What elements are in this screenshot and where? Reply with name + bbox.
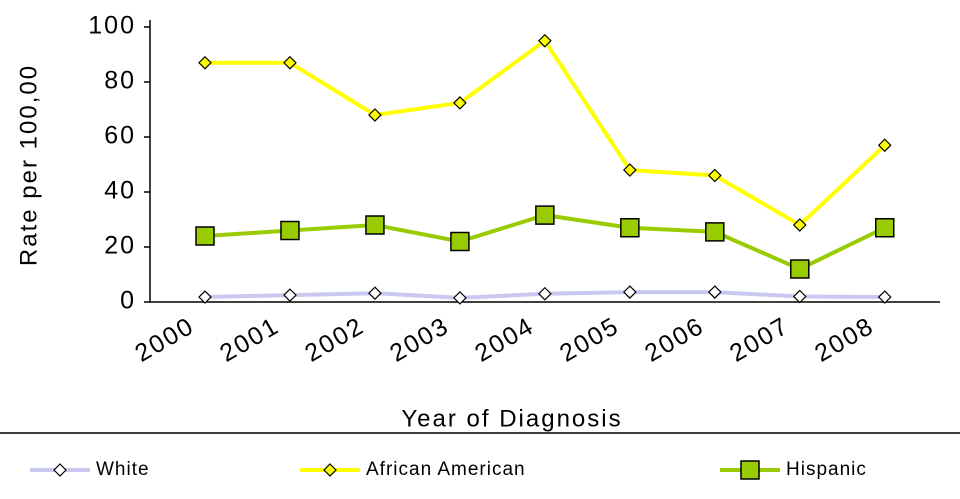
x-tick-label: 2002: [300, 312, 369, 368]
data-point: [707, 285, 722, 299]
data-point: [538, 286, 552, 301]
data-point: [620, 218, 640, 238]
x-tick-label: 2003: [385, 312, 454, 368]
y-tick-label: 40: [104, 177, 136, 205]
data-point: [792, 289, 807, 304]
data-point: [450, 231, 470, 252]
data-point: [368, 286, 382, 301]
legend-label: Hispanic: [786, 459, 867, 480]
data-point: [705, 222, 725, 242]
data-point: [365, 215, 385, 235]
y-axis-title: Rate per 100,00: [15, 64, 42, 266]
data-point: [875, 218, 895, 238]
x-tick-label: 2004: [470, 312, 539, 368]
x-tick-label: 2005: [555, 312, 624, 368]
data-point: [538, 33, 552, 48]
data-point: [280, 220, 300, 241]
y-tick-label: 0: [120, 287, 136, 315]
x-tick-label: 2006: [640, 312, 709, 368]
x-tick-label: 2000: [130, 312, 199, 368]
y-tick-label: 60: [104, 122, 136, 150]
y-tick-label: 20: [104, 232, 136, 260]
legend-marker: [740, 460, 760, 480]
legend-marker: [323, 463, 337, 477]
data-point: [622, 285, 637, 299]
data-point: [707, 168, 722, 183]
data-point: [622, 163, 637, 177]
data-point: [792, 218, 807, 232]
legend-marker: [53, 463, 67, 477]
data-point: [877, 290, 892, 304]
data-point: [790, 259, 810, 279]
data-point: [195, 226, 215, 246]
data-point: [283, 288, 297, 302]
data-point: [198, 55, 212, 70]
x-axis-title: Year of Diagnosis: [401, 405, 622, 432]
y-tick-label: 80: [104, 67, 136, 95]
data-point: [453, 96, 467, 110]
data-point: [283, 55, 297, 70]
legend-label: White: [96, 459, 150, 480]
data-point: [368, 108, 382, 122]
x-tick-label: 2008: [810, 312, 879, 368]
series-line: [205, 37, 887, 228]
x-tick-label: 2007: [725, 312, 794, 368]
data-point: [198, 290, 212, 304]
y-tick-label: 100: [88, 12, 136, 40]
data-point: [453, 291, 467, 305]
x-tick-label: 2001: [215, 312, 284, 368]
data-point: [877, 138, 892, 153]
data-point: [535, 205, 555, 225]
legend-label: African American: [366, 459, 526, 480]
